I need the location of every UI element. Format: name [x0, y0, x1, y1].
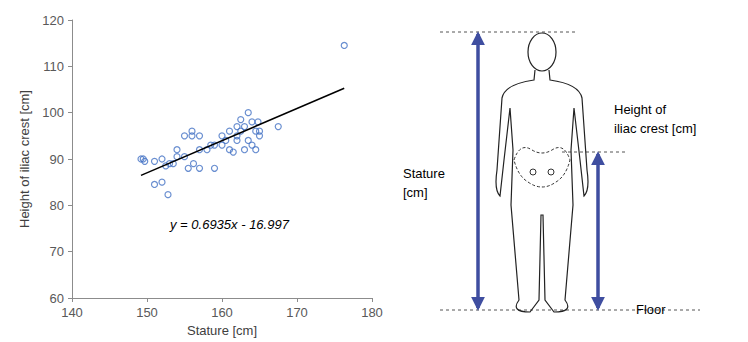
svg-text:120: 120	[42, 13, 64, 28]
svg-text:Floor: Floor	[636, 302, 666, 317]
svg-text:70: 70	[50, 244, 64, 259]
svg-text:170: 170	[286, 305, 308, 320]
svg-text:160: 160	[211, 305, 233, 320]
svg-text:iliac crest [cm]: iliac crest [cm]	[614, 121, 696, 136]
svg-text:Stature [cm]: Stature [cm]	[187, 323, 257, 338]
svg-text:[cm]: [cm]	[403, 185, 428, 200]
svg-text:90: 90	[50, 152, 64, 167]
svg-text:180: 180	[361, 305, 383, 320]
svg-text:60: 60	[50, 291, 64, 306]
svg-text:140: 140	[61, 305, 83, 320]
svg-text:110: 110	[43, 59, 64, 74]
svg-text:150: 150	[136, 305, 158, 320]
svg-text:Height of iliac crest [cm]: Height of iliac crest [cm]	[17, 90, 32, 228]
svg-text:Stature: Stature	[403, 166, 445, 181]
svg-text:100: 100	[42, 105, 64, 120]
svg-text:y = 0.6935x - 16.997: y = 0.6935x - 16.997	[169, 217, 290, 232]
svg-text:80: 80	[50, 198, 64, 213]
svg-text:Height of: Height of	[614, 102, 666, 117]
